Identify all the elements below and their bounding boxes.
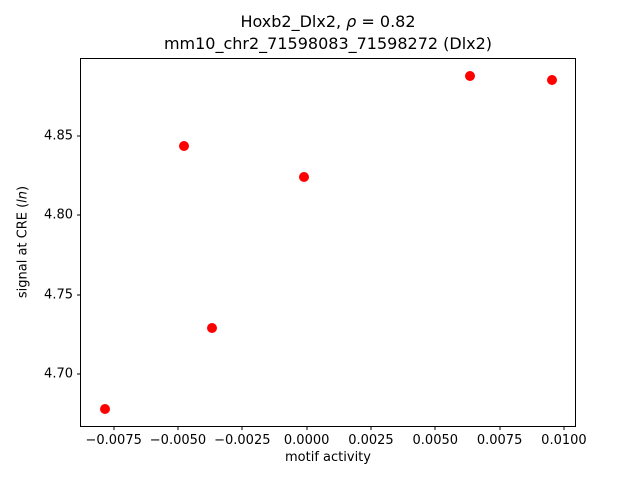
scatter-point — [546, 75, 557, 86]
x-tick-mark — [499, 426, 501, 430]
title-prefix: Hoxb2_Dlx2, — [240, 12, 347, 31]
x-tick-label: −0.0075 — [85, 433, 142, 448]
x-tick-mark — [306, 426, 308, 430]
y-axis-label-prefix: signal at CRE ( — [15, 202, 31, 299]
x-tick-label: −0.0050 — [149, 433, 207, 448]
y-tick-label: 4.85 — [44, 128, 73, 144]
chart-title-line1: Hoxb2_Dlx2, ρ = 0.82 — [80, 11, 576, 33]
scatter-point — [464, 70, 475, 81]
chart-title: Hoxb2_Dlx2, ρ = 0.82 mm10_chr2_71598083_… — [80, 11, 576, 55]
x-tick-label: 0.0025 — [348, 433, 394, 448]
x-tick-label: 0.0000 — [283, 433, 330, 448]
y-tick-mark — [77, 373, 81, 375]
y-tick-label: 4.75 — [44, 287, 73, 303]
y-tick-label: 4.70 — [44, 366, 73, 382]
scatter-point — [299, 172, 310, 183]
x-tick-mark — [241, 426, 243, 430]
scatter-point — [99, 404, 110, 415]
x-tick-mark — [370, 426, 372, 430]
x-tick-mark — [434, 426, 436, 430]
x-tick-mark — [113, 426, 115, 430]
x-tick-mark — [177, 426, 179, 430]
x-tick-mark — [563, 426, 565, 430]
x-tick-label: 0.0075 — [476, 433, 523, 448]
x-axis-label: motif activity — [285, 450, 371, 465]
scatter-point — [178, 140, 189, 151]
x-tick-label: −0.0025 — [214, 433, 271, 448]
x-tick-label: 0.0100 — [541, 433, 587, 448]
chart-title-line2: mm10_chr2_71598083_71598272 (Dlx2) — [163, 34, 493, 53]
y-axis-label-ln: ln — [15, 190, 31, 203]
y-tick-mark — [77, 135, 81, 137]
y-tick-label: 4.80 — [44, 207, 73, 223]
y-axis-label-suffix: ) — [15, 185, 31, 191]
y-tick-mark — [77, 294, 81, 296]
x-tick-label: 0.0050 — [412, 433, 459, 448]
title-correlation-value: = 0.82 — [356, 12, 416, 31]
y-axis-label: signal at CRE (ln) — [16, 186, 31, 298]
plot-area: −0.0075 −0.0050 −0.0025 0.0000 0.0025 0.0050 0… — [44, 58, 587, 448]
title-rho-symbol: ρ — [346, 12, 357, 31]
y-tick-mark — [77, 214, 81, 216]
scatter-point — [206, 323, 217, 334]
